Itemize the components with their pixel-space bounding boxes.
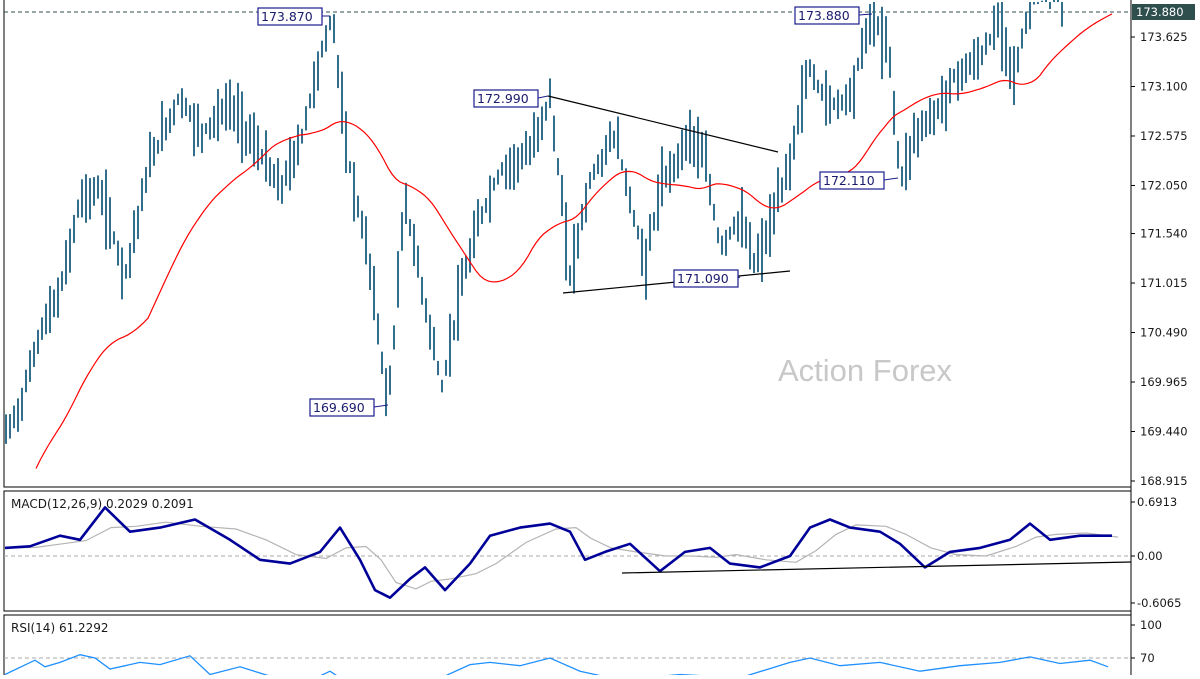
price-annotation-172.990: 172.990 [473, 89, 549, 108]
price-annotation-173.870: 173.870 [257, 7, 330, 26]
svg-text:172.575: 172.575 [1140, 129, 1188, 143]
svg-text:169.440: 169.440 [1140, 425, 1188, 439]
svg-text:0.00: 0.00 [1137, 549, 1163, 563]
svg-text:173.880: 173.880 [798, 8, 850, 23]
macd-title: MACD(12,26,9) 0.2029 0.2091 [11, 497, 194, 511]
svg-text:173.870: 173.870 [261, 9, 313, 24]
svg-text:171.540: 171.540 [1140, 227, 1188, 241]
svg-text:-0.6065: -0.6065 [1137, 596, 1181, 610]
svg-text:171.015: 171.015 [1140, 276, 1188, 290]
macd-lines [4, 506, 1132, 599]
price-bars: 173.870 169.690 172.990 171.090 173.880 172.1… [4, 0, 1131, 469]
rsi-title: RSI(14) 61.2292 [11, 621, 109, 635]
svg-text:70: 70 [1140, 651, 1155, 665]
price-annotation-172.110: 172.110 [819, 171, 899, 190]
main-price-panel [3, 0, 1132, 488]
svg-text:173.880: 173.880 [1136, 5, 1184, 19]
svg-text:169.690: 169.690 [313, 400, 365, 415]
svg-text:171.090: 171.090 [677, 271, 729, 286]
svg-text:172.990: 172.990 [477, 91, 529, 106]
price-annotation-171.090: 171.090 [673, 269, 741, 288]
rsi-line [4, 654, 1131, 679]
price-annotation-169.690: 169.690 [309, 398, 389, 417]
svg-text:170.490: 170.490 [1140, 326, 1188, 340]
svg-text:173.625: 173.625 [1140, 30, 1188, 44]
watermark: Action Forex [778, 353, 953, 388]
svg-text:172.050: 172.050 [1140, 178, 1188, 192]
svg-text:173.100: 173.100 [1140, 79, 1188, 93]
price-annotation-173.880: 173.880 [794, 6, 873, 25]
svg-text:0.6913: 0.6913 [1137, 495, 1177, 509]
price-axis: 173.625 173.100 172.575 172.050 171.540 171.0… [1131, 4, 1195, 665]
svg-text:168.915: 168.915 [1140, 474, 1188, 488]
svg-text:100: 100 [1140, 618, 1162, 632]
svg-text:172.110: 172.110 [823, 173, 875, 188]
svg-text:169.965: 169.965 [1140, 375, 1188, 389]
